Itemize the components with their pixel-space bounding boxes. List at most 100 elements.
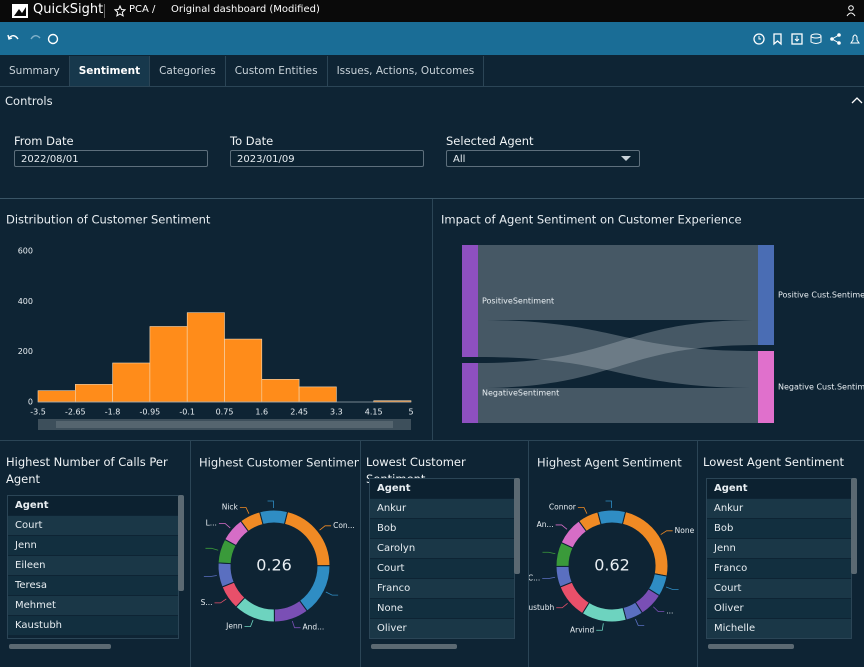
sankey-chart: Impact of Agent Sentiment on Customer Ex… bbox=[441, 213, 864, 423]
table-row[interactable]: Eileen bbox=[8, 556, 178, 576]
segment-label: Kaustubh bbox=[529, 603, 554, 612]
histogram-chart: Distribution of Customer Sentiment 0 200 40… bbox=[6, 213, 414, 430]
table-row[interactable]: Oliver bbox=[707, 599, 851, 619]
segment-label: Jenn bbox=[225, 622, 243, 631]
donut-segment bbox=[581, 601, 627, 623]
segment-label: Nick bbox=[222, 502, 239, 511]
x-tick-label: -3.5 bbox=[30, 408, 46, 417]
table-row[interactable]: Carolyn bbox=[370, 539, 514, 559]
control-label: From Date bbox=[14, 134, 74, 148]
center-value: 0.62 bbox=[594, 556, 630, 575]
divider bbox=[432, 199, 433, 440]
donut-segment bbox=[273, 599, 308, 623]
histogram-bar bbox=[75, 384, 113, 403]
donut-segment bbox=[559, 581, 590, 615]
control-input[interactable]: All bbox=[446, 150, 640, 167]
table-row[interactable]: Jenn bbox=[707, 539, 851, 559]
table: Agent Court Jenn Eileen Teresa Mehmet Kaustubh bbox=[7, 495, 179, 639]
app-name[interactable]: QuickSight bbox=[33, 2, 104, 17]
tab[interactable]: Summary bbox=[0, 56, 70, 86]
control-input[interactable]: 2023/01/09 bbox=[230, 150, 424, 167]
table-row[interactable]: Oliver bbox=[370, 619, 514, 638]
leader-line bbox=[542, 576, 556, 580]
node-label: Negative Cust.Sentim bbox=[778, 383, 864, 392]
sankey-link bbox=[478, 320, 758, 388]
v-scrollbar bbox=[851, 478, 857, 574]
chart-title: Highest Customer Sentiment bbox=[199, 456, 359, 470]
column-header: Agent bbox=[8, 496, 178, 516]
histogram-bar bbox=[224, 338, 263, 403]
dashboard-title: Original dashboard (Modified) bbox=[171, 4, 320, 15]
node-label: Positive Cust.Sentime bbox=[778, 291, 864, 300]
node-label: NegativeSentiment bbox=[482, 389, 559, 398]
center-value: 0.26 bbox=[256, 556, 292, 575]
collapse-icon[interactable] bbox=[851, 96, 863, 104]
h-scrollbar bbox=[9, 644, 111, 649]
table-row[interactable]: Bob bbox=[707, 519, 851, 539]
table-row[interactable]: Kaustubh bbox=[8, 616, 178, 636]
tab[interactable]: Categories bbox=[150, 56, 226, 86]
table-row[interactable]: Jenn bbox=[8, 536, 178, 556]
table-row[interactable]: Franco bbox=[370, 579, 514, 599]
table-row[interactable]: None bbox=[370, 599, 514, 619]
tab[interactable]: Sentiment bbox=[69, 56, 151, 86]
h-scrollbar bbox=[708, 644, 794, 649]
table-row[interactable]: Ankur bbox=[707, 499, 851, 519]
tab-bar: Summary Sentiment Categories Custom Entitie… bbox=[0, 56, 864, 87]
v-scrollbar bbox=[514, 478, 520, 574]
sankey-node bbox=[758, 245, 774, 345]
chart-title: Distribution of Customer Sentiment bbox=[6, 213, 211, 227]
leader-line bbox=[596, 623, 604, 631]
table-row[interactable]: Bob bbox=[370, 519, 514, 539]
x-tick-label: -0.1 bbox=[179, 408, 195, 417]
tab[interactable]: Custom Entities bbox=[226, 56, 328, 86]
breadcrumb[interactable]: PCA / bbox=[129, 4, 156, 15]
histogram-bar bbox=[186, 312, 225, 403]
sankey-link bbox=[478, 320, 758, 388]
action-icons[interactable] bbox=[752, 31, 862, 47]
user-icon[interactable] bbox=[846, 5, 856, 17]
x-tick-label: 4.15 bbox=[365, 408, 383, 417]
v-scrollbar bbox=[178, 495, 184, 591]
divider bbox=[0, 440, 864, 441]
table-row[interactable]: Teresa bbox=[8, 576, 178, 596]
x-tick-label: -1.8 bbox=[105, 408, 121, 417]
donut-chart: Highest Agent Sentiment None... Arvind Kaus… bbox=[529, 456, 695, 635]
table-row[interactable]: Court bbox=[8, 516, 178, 536]
table-row[interactable]: Franco bbox=[707, 559, 851, 579]
leader-line bbox=[665, 586, 679, 590]
divider bbox=[360, 441, 361, 667]
table-panel: Lowest Customer SentimentAgentAnkurBobCa… bbox=[361, 441, 528, 667]
donut-chart: Highest Customer Sentiment Con... And... Je… bbox=[199, 456, 359, 632]
dropdown-arrow[interactable] bbox=[621, 156, 631, 162]
history-icons[interactable] bbox=[6, 32, 62, 46]
star-icon[interactable] bbox=[114, 5, 126, 17]
donut-segment bbox=[259, 509, 289, 526]
arrow bbox=[621, 156, 631, 161]
leader-line bbox=[218, 522, 231, 529]
sankey-node bbox=[758, 351, 774, 423]
leader-line bbox=[291, 620, 301, 629]
table-row[interactable]: Mehmet bbox=[8, 596, 178, 616]
logo bbox=[12, 4, 28, 18]
tab[interactable]: Issues, Actions, Outcomes bbox=[328, 56, 485, 86]
control-input[interactable]: 2022/08/01 bbox=[14, 150, 208, 167]
divider bbox=[528, 441, 529, 667]
x-tick-label: 2.45 bbox=[290, 408, 308, 417]
x-tick-label: -2.65 bbox=[65, 408, 86, 417]
sankey-node bbox=[462, 245, 478, 357]
donut-segment bbox=[217, 562, 235, 588]
table-row[interactable]: Ankur bbox=[370, 499, 514, 519]
node-label: PositiveSentiment bbox=[482, 297, 554, 306]
leader-line bbox=[319, 525, 332, 531]
leader-line bbox=[605, 500, 612, 509]
table-row[interactable]: Court bbox=[707, 579, 851, 599]
column-header: Agent bbox=[370, 479, 514, 499]
x-tick-label: 1.6 bbox=[255, 408, 268, 417]
segment-label: None bbox=[675, 526, 695, 535]
table-row[interactable]: Michelle bbox=[707, 619, 851, 638]
table-row[interactable]: Court bbox=[370, 559, 514, 579]
donut-segment bbox=[298, 565, 331, 612]
y-tick-label: 600 bbox=[18, 247, 33, 256]
